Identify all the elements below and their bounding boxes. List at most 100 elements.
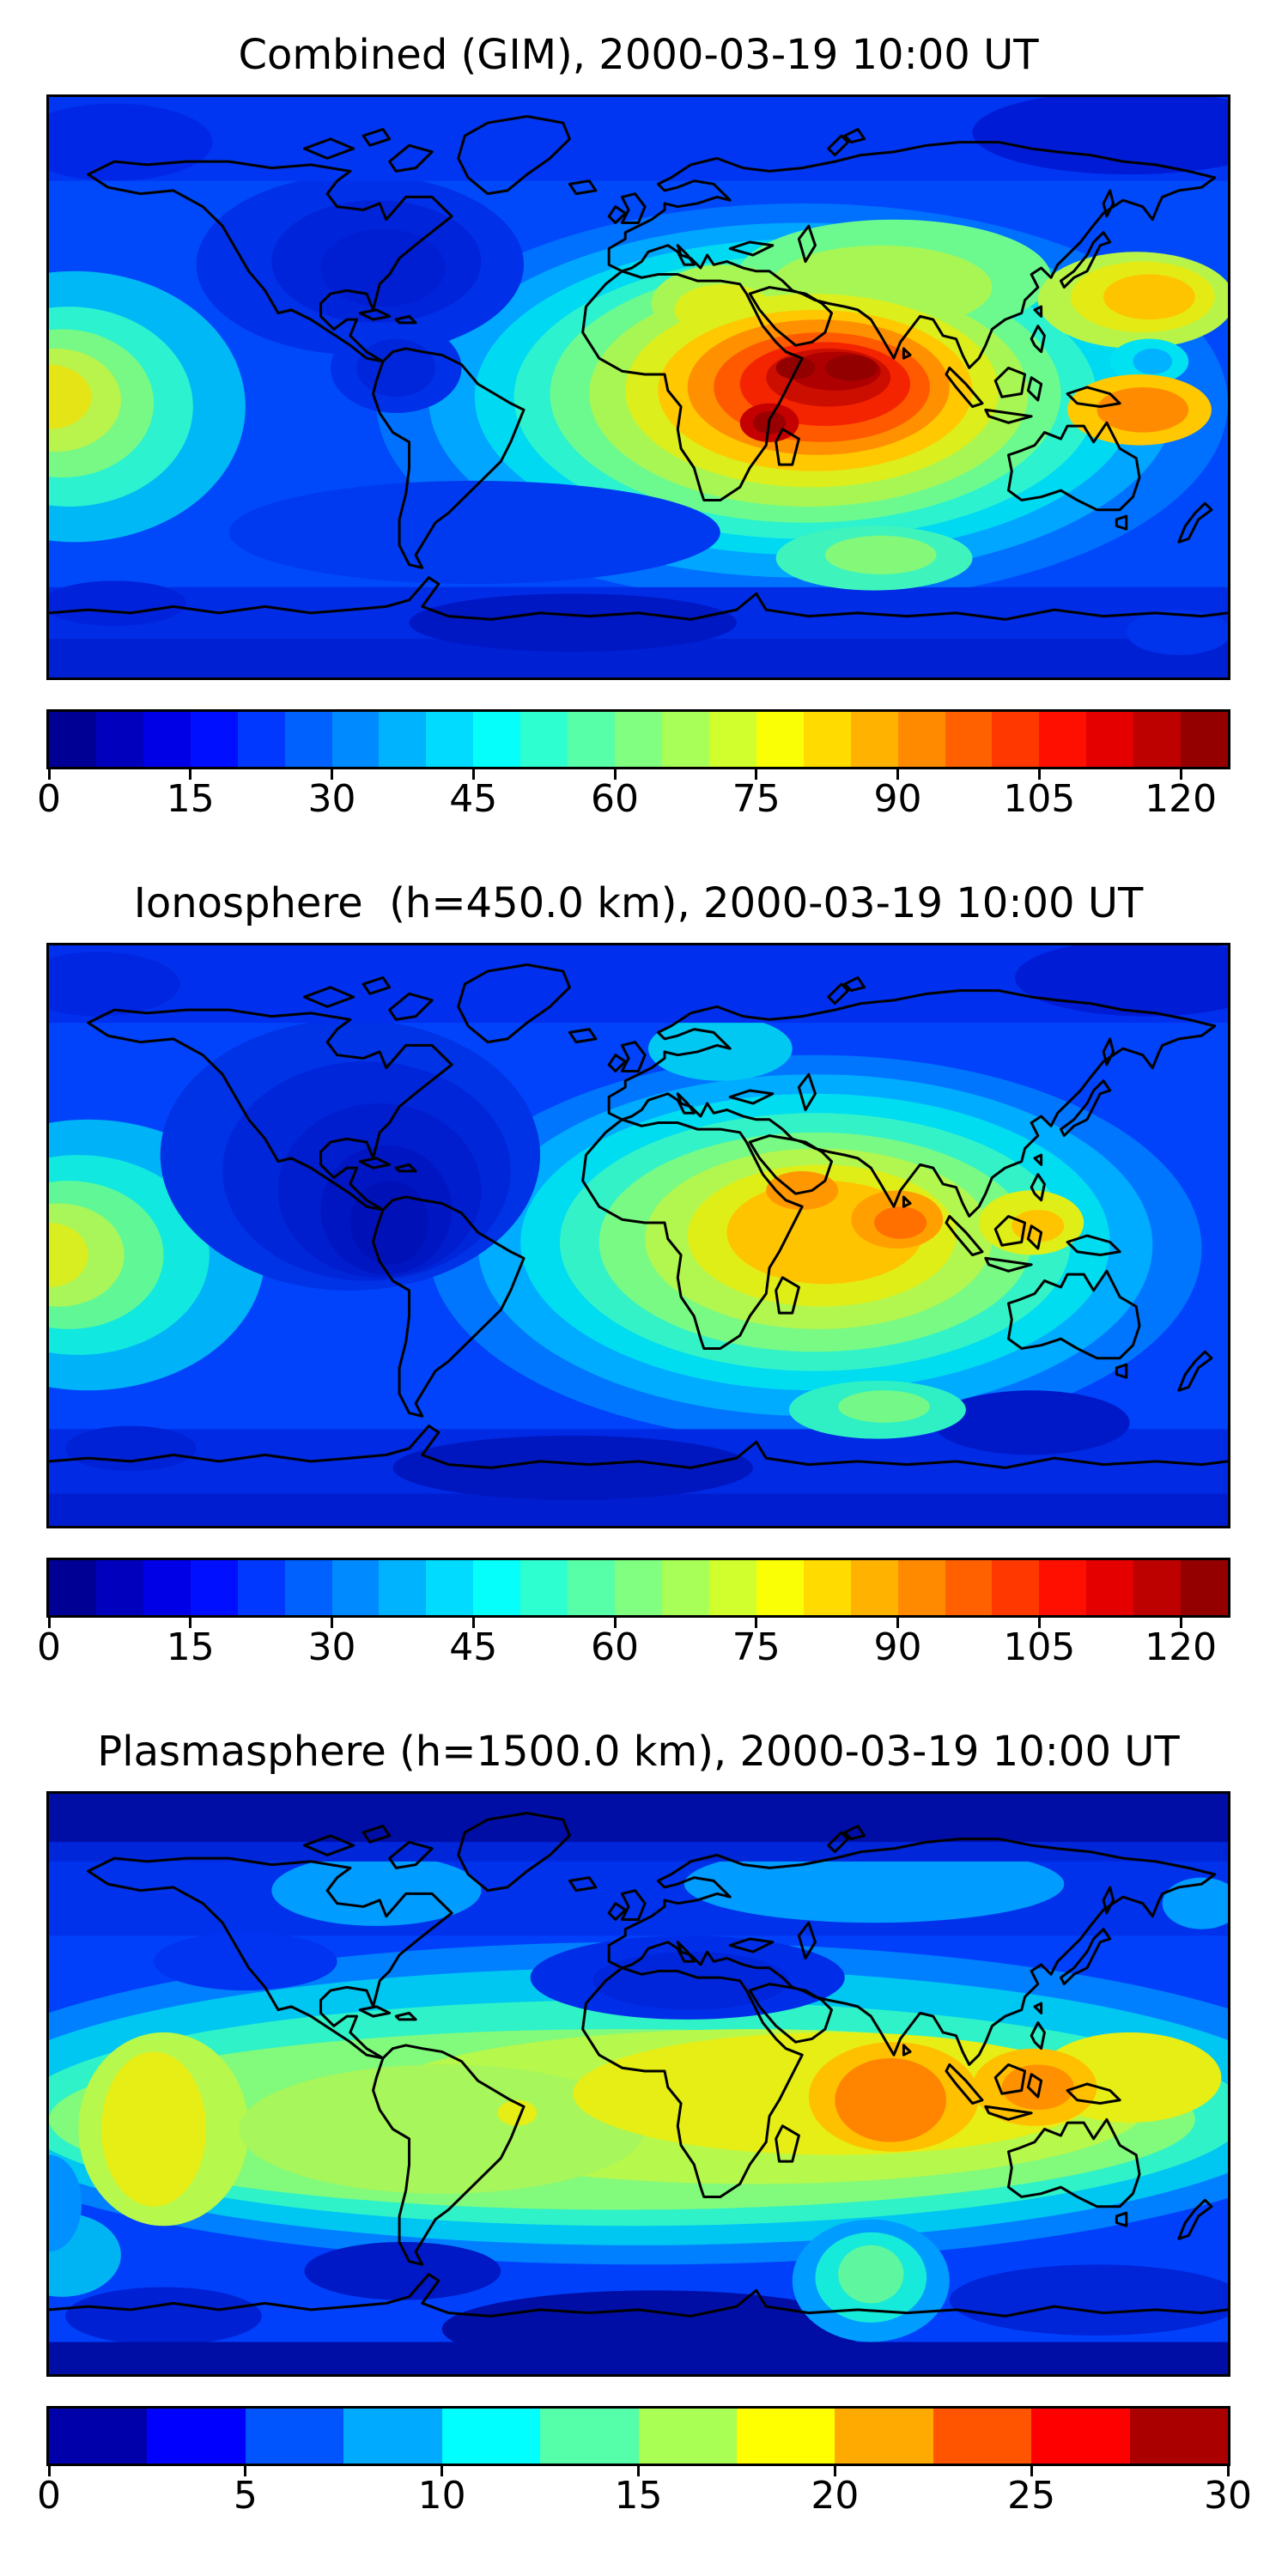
colorbar-segment bbox=[245, 2409, 344, 2464]
panel-title: Ionosphere (h=450.0 km), 2000-03-19 10:0… bbox=[133, 879, 1144, 927]
colorbar-segment bbox=[331, 712, 380, 767]
colorbar-tick bbox=[896, 1615, 900, 1628]
colorbar-tick bbox=[189, 1615, 192, 1628]
panel-plasmasphere: Plasmasphere (h=1500.0 km), 2000-03-19 1… bbox=[0, 1697, 1288, 2545]
colorbar-tick bbox=[613, 1615, 617, 1628]
colorbar-segment bbox=[49, 1560, 96, 1615]
colorbar-segment bbox=[1181, 712, 1229, 767]
colorbar-segment bbox=[835, 2409, 933, 2464]
colorbar-segment bbox=[49, 2409, 148, 2464]
colorbar-segment bbox=[147, 2409, 246, 2464]
colorbar-segment bbox=[992, 712, 1040, 767]
colorbar-labels-plasmasphere: 0 5 10 15 20 25 30 bbox=[37, 2474, 1252, 2523]
colorbar-tick bbox=[47, 2464, 51, 2476]
colorbar-segment bbox=[95, 1560, 143, 1615]
colorbar-tick bbox=[637, 2464, 640, 2476]
colorbar-segment bbox=[520, 712, 568, 767]
colorbar-tick bbox=[1037, 1615, 1041, 1628]
colorbar-segment bbox=[1129, 2409, 1229, 2464]
colorbar-segment bbox=[379, 1560, 427, 1615]
colorbar-segment bbox=[49, 712, 96, 767]
colorbar-tick-label: 15 bbox=[166, 777, 215, 821]
colorbar-tick-label: 60 bbox=[591, 777, 640, 821]
colorbar-tick bbox=[755, 1615, 758, 1628]
colorbar-tick-label: 30 bbox=[307, 777, 356, 821]
colorbar-segment bbox=[1133, 1560, 1182, 1615]
colorbar-tick-label: 20 bbox=[811, 2474, 860, 2518]
colorbar-tick bbox=[471, 767, 475, 780]
panel-combined: Combined (GIM), 2000-03-19 10:00 UT bbox=[0, 0, 1288, 848]
colorbar-tick bbox=[440, 2464, 444, 2476]
colorbar-tick-label: 0 bbox=[37, 777, 61, 821]
colorbar-segment bbox=[850, 712, 898, 767]
colorbar-segment bbox=[1133, 712, 1182, 767]
colorbar-segment bbox=[638, 2409, 737, 2464]
contour-field-plasmasphere bbox=[49, 1794, 1228, 2374]
colorbar-segment bbox=[661, 1560, 709, 1615]
colorbar-labels-ionosphere: 0 15 30 45 60 75 90 105 120 bbox=[37, 1625, 1228, 1674]
colorbar-segment bbox=[897, 1560, 945, 1615]
colorbar-segment bbox=[1039, 1560, 1087, 1615]
colorbar-segment bbox=[190, 712, 238, 767]
tec-map-plasmasphere bbox=[46, 1791, 1230, 2377]
colorbar-segment bbox=[426, 712, 474, 767]
colorbar-tick-label: 45 bbox=[449, 777, 498, 821]
colorbar-segment bbox=[284, 712, 332, 767]
panel-title: Plasmasphere (h=1500.0 km), 2000-03-19 1… bbox=[97, 1728, 1180, 1776]
colorbar-segment bbox=[343, 2409, 442, 2464]
colorbar-segment bbox=[756, 1560, 804, 1615]
colorbar-segment bbox=[284, 1560, 332, 1615]
colorbar-segment bbox=[441, 2409, 541, 2464]
colorbar-tick bbox=[613, 767, 617, 780]
colorbar-tick bbox=[1030, 2464, 1033, 2476]
colorbar-segment bbox=[803, 1560, 851, 1615]
colorbar-tick bbox=[331, 767, 334, 780]
colorbar-tick-label: 60 bbox=[591, 1625, 640, 1669]
colorbar-segment bbox=[540, 2409, 639, 2464]
colorbar-segment bbox=[1086, 712, 1134, 767]
colorbar-segment bbox=[736, 2409, 835, 2464]
colorbar-tick bbox=[896, 767, 900, 780]
colorbar-tick bbox=[1226, 2464, 1230, 2476]
colorbar-segment bbox=[945, 712, 993, 767]
colorbar-tick bbox=[189, 767, 192, 780]
colorbar-tick-label: 30 bbox=[1204, 2474, 1252, 2518]
colorbar-segment bbox=[897, 712, 945, 767]
colorbar-labels-combined: 0 15 30 45 60 75 90 105 120 bbox=[37, 777, 1228, 826]
colorbar-tick-label: 15 bbox=[614, 2474, 663, 2518]
colorbar-tick bbox=[331, 1615, 334, 1628]
colorbar-segment bbox=[615, 712, 662, 767]
colorbar-segment bbox=[1086, 1560, 1134, 1615]
colorbar-segment bbox=[850, 1560, 898, 1615]
colorbar-segment bbox=[708, 1560, 756, 1615]
colorbar-segment bbox=[992, 1560, 1040, 1615]
colorbar-tick-label: 5 bbox=[233, 2474, 258, 2518]
colorbar-segment bbox=[143, 712, 191, 767]
colorbar-segment bbox=[237, 1560, 285, 1615]
colorbar-tick-label: 45 bbox=[449, 1625, 498, 1669]
colorbar-tick-label: 105 bbox=[1003, 777, 1076, 821]
colorbar-tick bbox=[244, 2464, 247, 2476]
colorbar-segment bbox=[473, 712, 521, 767]
colorbar-tick-label: 0 bbox=[37, 1625, 61, 1669]
colorbar-tick bbox=[47, 1615, 51, 1628]
colorbar-tick-label: 25 bbox=[1007, 2474, 1056, 2518]
colorbar-segment bbox=[237, 712, 285, 767]
colorbar-tick-label: 0 bbox=[37, 2474, 61, 2518]
colorbar-plasmasphere bbox=[46, 2406, 1230, 2476]
colorbar-segment bbox=[520, 1560, 568, 1615]
colorbar-tick-label: 75 bbox=[732, 777, 781, 821]
colorbar-tick-label: 105 bbox=[1003, 1625, 1076, 1669]
colorbar-segment bbox=[568, 1560, 616, 1615]
colorbar-segment bbox=[615, 1560, 662, 1615]
colorbar-tick-label: 75 bbox=[732, 1625, 781, 1669]
colorbar-tick bbox=[1037, 767, 1041, 780]
colorbar-segment bbox=[945, 1560, 993, 1615]
colorbar-segment bbox=[190, 1560, 238, 1615]
colorbar-tick-label: 120 bbox=[1145, 1625, 1218, 1669]
colorbar-segment bbox=[756, 712, 804, 767]
colorbar-segment bbox=[379, 712, 427, 767]
colorbar-tick-label: 90 bbox=[873, 1625, 922, 1669]
panel-title: Combined (GIM), 2000-03-19 10:00 UT bbox=[238, 31, 1039, 79]
